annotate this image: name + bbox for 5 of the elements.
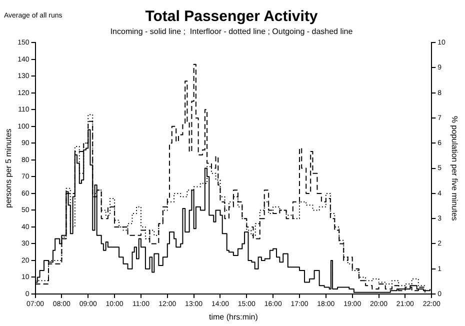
- x-axis-title: time (hrs:min): [209, 312, 258, 322]
- y2-axis-title: % population per five minutes: [450, 116, 459, 221]
- y-axis-title: persons per 5 minutes: [4, 128, 14, 208]
- chart-subtitle: Incoming - solid line ; Interfloor - dotted line ; Outgoing - dashed line: [110, 27, 354, 36]
- chart-title: Total Passenger Activity: [145, 8, 318, 26]
